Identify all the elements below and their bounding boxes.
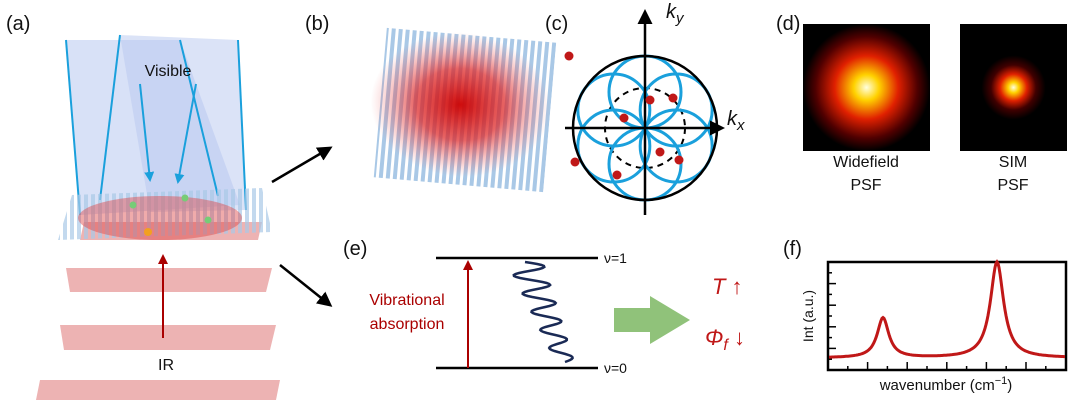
panel-label: (d) [776,13,800,35]
psf-label: PSF [850,177,881,194]
arrow [272,148,330,182]
panel-label: (f) [783,238,802,260]
panel-b [364,25,557,192]
psf-label: SIM [999,154,1027,171]
figure: (a) (b) (c) (d) (e) (f) Visible IR ky kx… [0,0,1073,401]
visible-label: Visible [145,63,192,80]
ir-label: IR [158,357,174,374]
psf-label: PSF [997,177,1028,194]
y-axis-label: Int (a.u.) [800,290,816,342]
psf-label: Widefield [833,154,899,171]
ky-label: ky [666,1,685,27]
qy-arrow: ↓ [728,325,745,350]
panel-a: Visible IR [36,35,280,400]
panel-label: (e) [343,238,367,260]
absorption-label: Vibrational [369,292,444,309]
panel-d: Widefield PSF SIM PSF [803,24,1067,194]
level-label: ν=1 [604,250,627,266]
absorption-label: absorption [370,316,445,333]
x-label-base: wavenumber (cm [879,377,995,394]
x-label-end: ) [1007,377,1012,394]
x-label-sup: −1 [995,375,1008,387]
panel-e: Vibrational absorption ν=1 ν=0 T ↑ Φf ↓ [369,250,745,376]
panel-label: (c) [545,13,568,35]
arrow [280,265,330,305]
panel-f: Int (a.u.) wavenumber (cm−1) [800,262,1066,394]
ky-sub: y [675,10,685,27]
qy-base: Φ [705,325,723,350]
level-label: ν=0 [604,360,627,376]
kx-label: kx [727,108,745,134]
panel-label: (a) [6,13,30,35]
temperature-label: T ↑ [712,274,743,299]
quantum-yield-label: Φf ↓ [705,325,745,354]
kx-sub: x [736,117,745,134]
panel-label: (b) [305,13,329,35]
panel-c: ky kx [565,1,746,215]
x-axis-label: wavenumber (cm−1) [879,375,1013,394]
